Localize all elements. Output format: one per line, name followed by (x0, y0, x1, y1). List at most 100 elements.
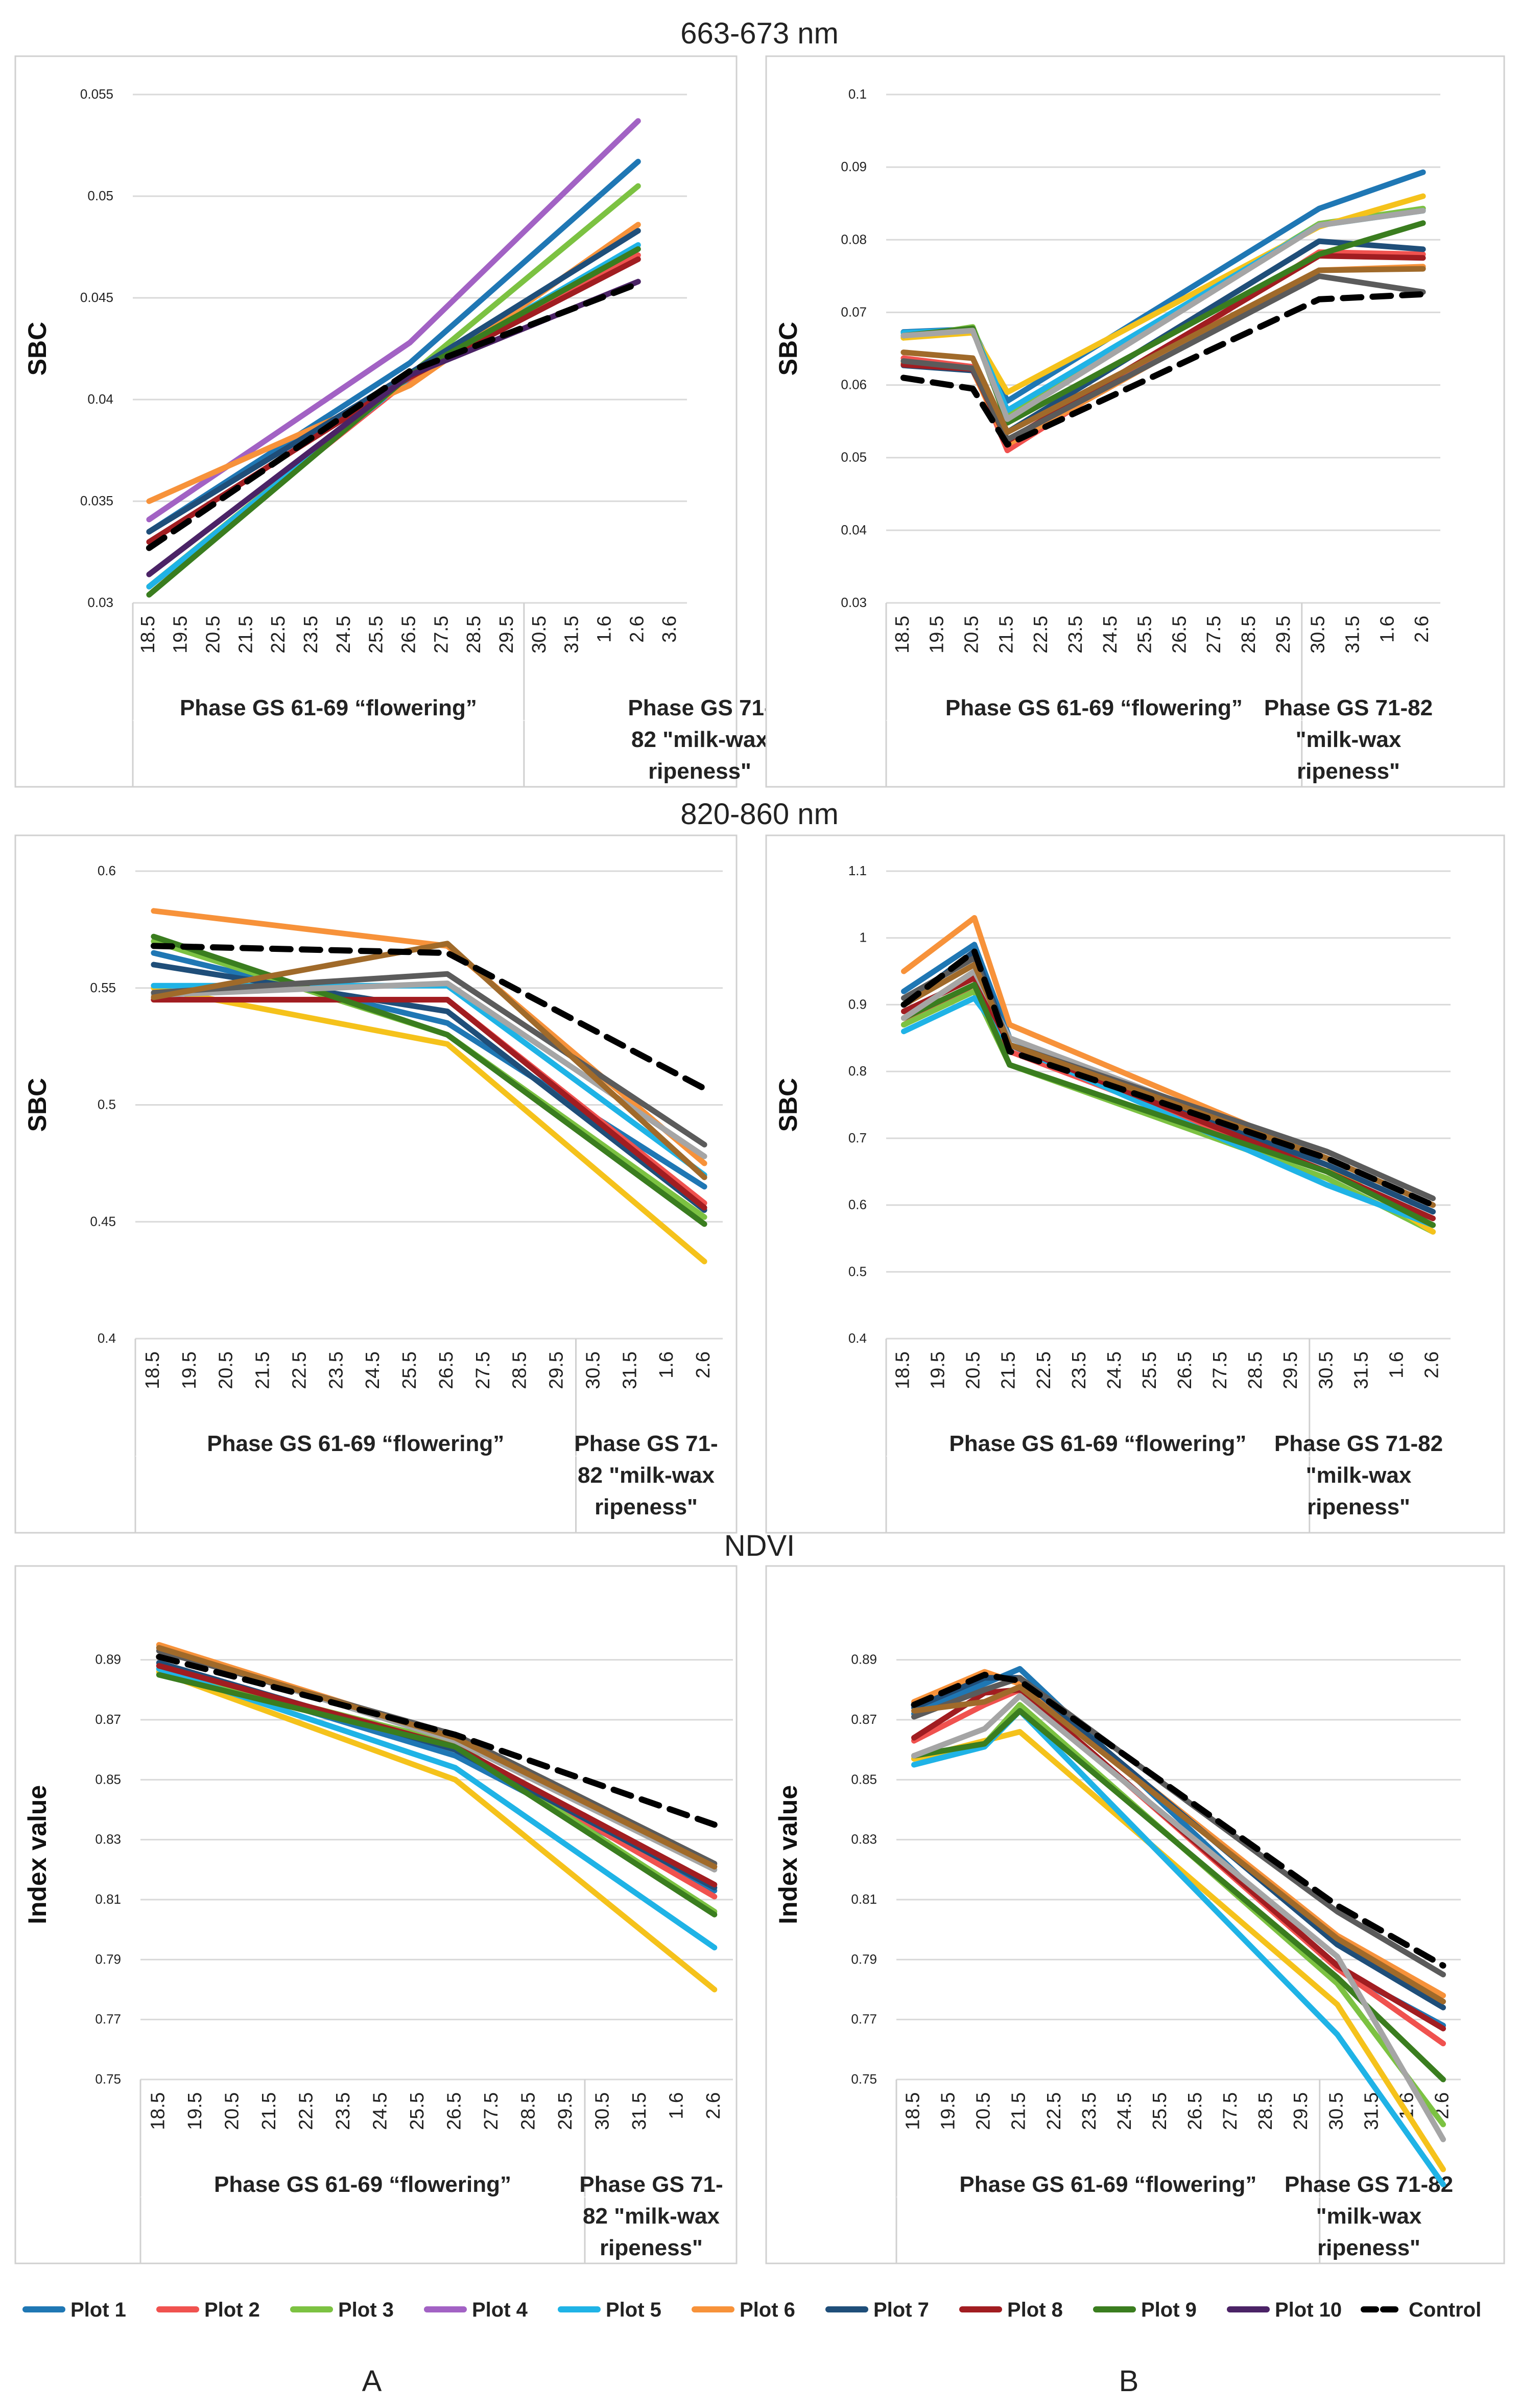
x-tick-label: 19.5 (179, 1351, 200, 1389)
chart-frame (14, 1565, 738, 2264)
x-tick-label: 24.5 (1100, 616, 1121, 653)
series-line-plot-9 (901, 981, 1436, 1228)
chart-a2: 0.4 0.45 0.5 0.55 0.6 SBC 18.5 19.5 20.5 21.5 22.5… (14, 834, 738, 1534)
y-tick-label: 0.4 (848, 1330, 867, 1346)
section-title-3: NDVI (724, 1529, 795, 1562)
phase-label-ripeness: Phase GS 71-82 (1264, 695, 1433, 720)
x-tick-label: 19.5 (938, 2092, 959, 2130)
y-tick-label: 0.6 (98, 863, 116, 878)
x-tick-label: 31.5 (619, 1351, 640, 1389)
x-tick-label: 18.5 (892, 616, 913, 653)
x-tick-label: 20.5 (961, 616, 983, 653)
series-line-control (146, 280, 642, 551)
y-tick-label: 0.81 (851, 1891, 877, 1907)
y-axis-label: SBC (774, 1078, 802, 1132)
x-tick-label: 26.5 (1184, 2092, 1206, 2130)
x-tick-label: 1.6 (656, 1351, 677, 1378)
chart-a3: 0.75 0.77 0.79 0.81 0.83 0.85 0.87 0.89 Index va… (14, 1565, 738, 2264)
y-tick-label: 0.04 (87, 391, 113, 407)
x-tick-label: 28.5 (463, 616, 485, 653)
x-tick-label: 31.5 (629, 2092, 650, 2130)
x-tick-label: 24.5 (1114, 2092, 1135, 2130)
phase-label-ripeness: ripeness" (595, 1494, 698, 1519)
phase-label-ripeness: ripeness" (600, 2235, 703, 2260)
series-line-plot-12 (900, 266, 1426, 435)
y-axis-label: SBC (774, 322, 802, 376)
x-tick-label: 21.5 (252, 1351, 274, 1389)
y-tick-label: 0.055 (80, 86, 113, 102)
series-line-plot-10 (900, 207, 1426, 422)
phase-label-flowering: Phase GS 61-69 “flowering” (949, 1431, 1246, 1456)
x-tick-label: 28.5 (509, 1351, 531, 1389)
y-tick-label: 0.8 (848, 1063, 867, 1079)
section-title-1: 663-673 nm (680, 17, 839, 50)
phase-label-ripeness: Phase GS 71- (628, 695, 771, 720)
series-line-plot-9 (156, 1672, 718, 1918)
phase-label-ripeness: "milk-wax (1316, 2204, 1422, 2229)
x-tick-label: 27.5 (1220, 2092, 1241, 2130)
legend: Plot 1 Plot 2 Plot 3 Plot 4 Plot 5 Plot 6 Plot… (22, 2299, 1481, 2321)
x-tick-label: 1.6 (1376, 616, 1398, 643)
y-tick-label: 0.89 (95, 1652, 121, 1667)
y-tick-label: 0.4 (98, 1330, 116, 1346)
x-tick-label: 18.5 (137, 616, 159, 653)
x-tick-label: 30.5 (591, 2092, 613, 2130)
x-tick-label: 19.5 (928, 1351, 949, 1389)
x-tick-label: 31.5 (561, 616, 583, 653)
x-tick-label: 27.5 (1209, 1351, 1231, 1389)
phase-label-ripeness: ripeness" (1317, 2235, 1420, 2260)
y-tick-label: 0.5 (98, 1097, 116, 1112)
y-axis-label: SBC (23, 322, 52, 376)
x-tick-label: 20.5 (203, 616, 224, 653)
legend-label: Plot 4 (472, 2299, 528, 2321)
phase-label-ripeness: ripeness" (648, 759, 751, 784)
x-tick-label: 30.5 (529, 616, 550, 653)
x-tick-label: 19.5 (184, 2092, 206, 2130)
x-tick-label: 30.5 (1315, 1351, 1337, 1389)
series-line-plot-9 (151, 933, 707, 1227)
series-line-plot-6 (911, 1669, 1446, 1999)
y-tick-label: 0.06 (841, 377, 867, 392)
y-tick-label: 0.79 (851, 1951, 877, 1967)
x-tick-label: 23.5 (1069, 1351, 1090, 1389)
legend-label: Plot 9 (1141, 2299, 1197, 2321)
x-tick-label: 24.5 (333, 616, 354, 653)
series-line-control (911, 1672, 1446, 1969)
x-tick-label: 26.5 (443, 2092, 465, 2130)
series-line-control (156, 1653, 718, 1828)
x-tick-label: 3.6 (659, 616, 680, 643)
x-tick-label: 1.6 (666, 2092, 687, 2119)
x-tick-label: 24.5 (1104, 1351, 1125, 1389)
x-tick-label: 25.5 (366, 616, 387, 653)
chart-frame (765, 55, 1505, 788)
series-line-control (900, 291, 1427, 448)
series-line-control (150, 943, 708, 1092)
x-tick-label: 25.5 (1139, 1351, 1160, 1389)
panel-letter-a: A (362, 2365, 382, 2398)
y-tick-label: 0.05 (87, 188, 113, 203)
x-tick-label: 20.5 (973, 2092, 994, 2130)
chart-frame (765, 1565, 1505, 2264)
y-tick-label: 0.7 (848, 1130, 867, 1145)
phase-label-flowering: Phase GS 61-69 “flowering” (180, 695, 477, 720)
x-tick-label: 21.5 (258, 2092, 280, 2130)
series-line-plot-4 (156, 1669, 718, 1993)
legend-label: Plot 8 (1007, 2299, 1063, 2321)
y-tick-label: 0.5 (848, 1264, 867, 1279)
x-tick-label: 28.5 (1245, 1351, 1266, 1389)
y-tick-label: 0.05 (841, 450, 867, 465)
x-tick-label: 25.5 (407, 2092, 428, 2130)
y-tick-label: 0.55 (90, 980, 116, 995)
x-tick-label: 29.5 (496, 616, 517, 653)
y-tick-label: 0.75 (95, 2071, 121, 2087)
x-tick-label: 29.5 (1290, 2092, 1312, 2130)
y-tick-label: 0.89 (851, 1652, 877, 1667)
x-tick-label: 22.5 (289, 1351, 310, 1389)
y-tick-label: 0.79 (95, 1951, 121, 1967)
x-tick-label: 18.5 (903, 2092, 924, 2130)
x-tick-label: 22.5 (1033, 1351, 1055, 1389)
x-tick-label: 23.5 (333, 2092, 354, 2130)
x-tick-label: 26.5 (398, 616, 420, 653)
phase-label-flowering: Phase GS 61-69 “flowering” (207, 1431, 504, 1456)
y-tick-label: 0.07 (841, 304, 867, 319)
